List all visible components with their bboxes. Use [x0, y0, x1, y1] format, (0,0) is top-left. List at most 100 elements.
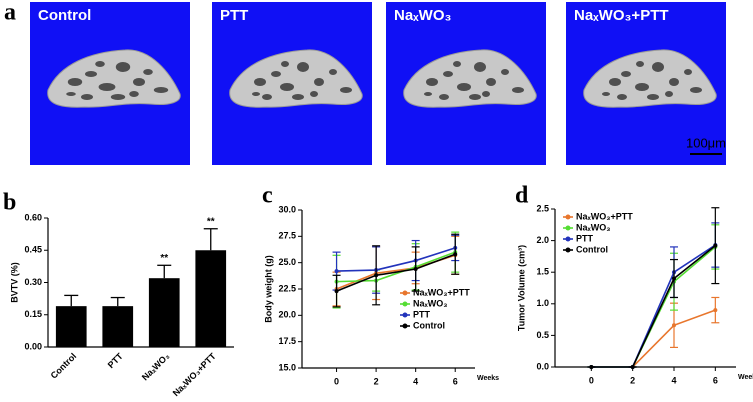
y-tick-label: 30.0 [278, 204, 296, 214]
bone-pore [617, 94, 627, 100]
y-tick-label: 0.45 [24, 245, 42, 255]
scale-bar-label: 100μm [686, 135, 726, 150]
y-axis-title: Tumor Volume (cm³) [516, 245, 526, 331]
point [413, 266, 418, 271]
panel-label: a [4, 0, 16, 26]
bone-pore [486, 78, 496, 86]
bone-pore [474, 62, 486, 72]
series-line [336, 251, 456, 283]
legend-marker [565, 214, 571, 220]
bone-pore [635, 83, 649, 91]
bone-pore [512, 87, 524, 93]
bar [55, 306, 87, 347]
x-tick-label: 4 [671, 375, 676, 385]
legend-marker [402, 301, 408, 307]
y-tick-label: 15.0 [278, 362, 296, 372]
series-line [336, 247, 456, 272]
x-axis-title: Weeks [477, 375, 499, 382]
legend-label: PTT [576, 233, 594, 243]
bone-pore [310, 91, 318, 97]
bone-pore [281, 61, 289, 67]
bone-shape [47, 49, 181, 108]
bone-pore [81, 94, 93, 100]
bone-pore [129, 91, 139, 97]
point [713, 243, 718, 248]
legend-marker [565, 236, 571, 242]
bone-pore [439, 94, 449, 100]
point [713, 308, 718, 313]
x-tick-label: NaₓWO₃ [140, 351, 171, 382]
bone-sample [583, 49, 717, 108]
legend-label: PTT [413, 309, 431, 319]
y-tick-label: 25.0 [278, 257, 296, 267]
legend-marker [565, 247, 571, 253]
bone-pore [314, 78, 324, 86]
bone-pore [254, 78, 266, 86]
bone-sample [47, 49, 181, 108]
tile-label: PTT [220, 7, 248, 24]
bone-pore [621, 71, 631, 77]
bone-pore [143, 69, 153, 75]
bone-pore [280, 83, 294, 91]
bone-pore [252, 92, 260, 96]
x-tick-label: PTT [106, 351, 125, 370]
bone-pore [457, 83, 471, 91]
bone-pore [66, 92, 76, 96]
bone-pore [501, 69, 509, 75]
legend-marker [565, 225, 571, 231]
point [672, 323, 676, 328]
bar [148, 278, 180, 347]
y-tick-label: 0.00 [24, 341, 42, 351]
series-line [591, 246, 716, 368]
x-tick-label: 2 [374, 376, 379, 386]
y-tick-label: 17.5 [278, 336, 296, 346]
bone-pore [669, 78, 679, 86]
bar [195, 250, 227, 347]
legend-label: Control [413, 320, 445, 330]
legend-label: NaₓWO₃+PTT [576, 211, 633, 221]
bone-pore [424, 92, 432, 96]
legend-marker [402, 290, 408, 296]
point [630, 365, 635, 369]
bone-pore [652, 62, 664, 72]
bar [102, 306, 134, 347]
x-tick-label: 6 [713, 375, 718, 385]
x-tick-label: 4 [413, 376, 418, 386]
legend-label: Control [576, 244, 608, 254]
y-tick-label: 27.5 [278, 231, 296, 241]
bone-pore [67, 78, 83, 86]
tile-label: NaₓWO₃ [394, 7, 451, 24]
bone-pore [133, 78, 145, 86]
point [334, 289, 339, 294]
series-line [591, 245, 716, 368]
bone-pore [340, 87, 352, 93]
bone-shape [403, 49, 537, 108]
bone-pore [297, 62, 309, 72]
y-tick-label: 20.0 [278, 310, 296, 320]
bone-pore [95, 61, 105, 67]
y-tick-label: 0.30 [24, 277, 42, 287]
bone-pore [647, 94, 659, 100]
y-tick-label: 0.0 [536, 361, 549, 371]
y-tick-label: 0.5 [536, 330, 549, 340]
x-tick-label: 0 [589, 375, 594, 385]
y-tick-label: 0.60 [24, 212, 42, 222]
point [672, 276, 676, 281]
point [334, 269, 339, 274]
legend-marker [402, 312, 408, 318]
bone-shape [583, 49, 717, 108]
panel-label: b [3, 190, 16, 216]
x-tick-label: Control [49, 351, 79, 381]
x-tick-label: 6 [453, 376, 458, 386]
tile-label: Control [38, 7, 91, 24]
y-tick-label: 2.0 [536, 235, 549, 245]
x-tick-label: NaₓWO₃+PTT [171, 351, 219, 399]
panel-label: d [515, 183, 529, 209]
panel-label: c [262, 183, 273, 209]
bone-pore [684, 69, 692, 75]
point [453, 252, 458, 257]
bone-pore [469, 94, 481, 100]
y-axis-title: Body weight (g) [263, 255, 273, 323]
point [374, 273, 379, 278]
y-tick-label: 0.15 [24, 309, 42, 319]
